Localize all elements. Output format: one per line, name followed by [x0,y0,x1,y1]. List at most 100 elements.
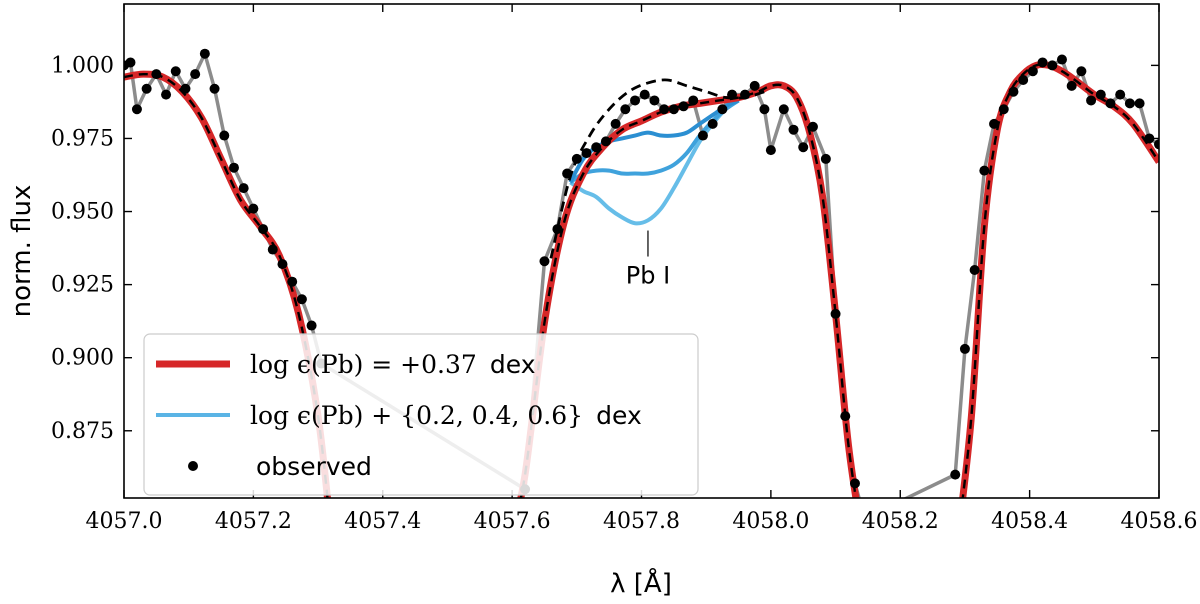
observed-point [180,83,191,94]
observed-point [659,104,670,115]
observed-point [959,343,970,354]
observed-point [600,136,611,147]
ticks-layer: 4057.0 4057.2 4057.4 4057.6 4057.8 4058.0 4058… [51,4,1197,534]
observed-point [161,89,172,100]
observed-point [727,89,738,100]
observed-point [199,48,210,59]
pb-annotation: Pb I [626,262,670,290]
observed-point [830,308,841,319]
observed-point [219,130,230,141]
observed-point [788,124,799,135]
x-tick-label: 4058.0 [732,509,809,534]
observed-point [759,104,770,115]
y-tick-label: 0.975 [51,126,114,151]
observed-point [688,95,699,106]
observed-point [697,130,708,141]
observed-point [840,411,851,422]
annotation-layer: Pb I [626,230,670,290]
observed-point [571,153,582,164]
observed-point [141,83,152,94]
observed-point [1154,139,1159,150]
observed-point [1124,98,1135,109]
y-tick-label: 0.925 [51,273,114,298]
observed-point [287,276,298,287]
observed-point [1018,75,1029,85]
observed-point [170,66,181,77]
observed-point [1066,80,1077,91]
observed-point [190,69,201,80]
x-tick-label: 4058.4 [991,509,1068,534]
series-layer [124,48,1159,498]
y-axis-label: norm. flux [7,185,37,318]
observed-point [678,101,689,112]
observed-point [1008,86,1019,97]
observed-point [1056,54,1067,65]
observed-point [1115,89,1126,100]
x-tick-label: 4057.2 [215,509,292,534]
observed-point [248,203,259,214]
observed-point [950,469,961,480]
y-tick-label: 0.875 [51,419,114,444]
x-tick-label: 4058.2 [862,509,939,534]
dashed-overlay-3 [961,63,1159,498]
observed-point [552,224,563,235]
y-tick-label: 0.900 [51,346,114,371]
observed-point [209,83,220,94]
observed-point [539,256,550,267]
observed-point [820,153,831,164]
observed-point [1027,66,1038,77]
observed-point [989,118,1000,129]
observed-point [267,244,278,255]
no-pb-dashed-line [549,78,765,259]
observed-point [740,89,750,100]
observed-point [1076,66,1087,77]
observed-point [620,104,631,115]
observed-point [591,142,602,153]
observed-point [258,224,269,235]
legend: log ϵ(Pb) = +0.37 dex log ϵ(Pb) + {0.2, … [143,333,699,496]
x-tick-label: 4057.0 [86,509,163,534]
observed-point [238,183,249,194]
observed-point [649,95,660,106]
x-tick-label: 4057.6 [474,509,551,534]
observed-point [277,259,288,270]
observed-point [1144,133,1155,144]
legend-label-3: observed [256,452,372,481]
x-tick-label: 4057.4 [344,509,421,534]
legend-label-2: log ϵ(Pb) + {0.2, 0.4, 0.6} dex [250,401,642,430]
observed-point [807,121,818,132]
observed-point [1105,98,1116,109]
observed-point [610,118,621,129]
observed-point [228,162,239,173]
observed-point [581,148,592,159]
observed-point [969,265,980,275]
observed-point [151,69,162,80]
observed-point [849,478,860,489]
legend-label-1: log ϵ(Pb) = +0.37 dex [250,350,536,379]
red-fit-segment-3 [959,60,1159,498]
observed-point [1037,57,1048,68]
observed-point [306,320,317,331]
observed-point [131,104,142,115]
y-tick-label: 1.000 [51,53,114,78]
x-tick-label: 4058.6 [1121,509,1198,534]
legend-marker-observed [188,461,198,471]
y-tick-label: 0.950 [51,200,114,225]
observed-point [749,80,760,91]
observed-point [765,145,776,156]
observed-point [639,89,650,100]
legend-box [143,333,699,496]
observed-point [1086,95,1097,106]
observed-point [296,294,307,305]
observed-point [998,104,1009,115]
observed-point [979,165,990,176]
x-tick-label: 4057.8 [603,509,680,534]
observed-point [1134,98,1145,109]
x-axis-label: λ [Å] [610,567,672,599]
observed-point [717,104,728,115]
observed-point [798,142,809,153]
observed-point [707,118,718,129]
observed-point [1047,60,1058,71]
observed-point [778,104,789,115]
